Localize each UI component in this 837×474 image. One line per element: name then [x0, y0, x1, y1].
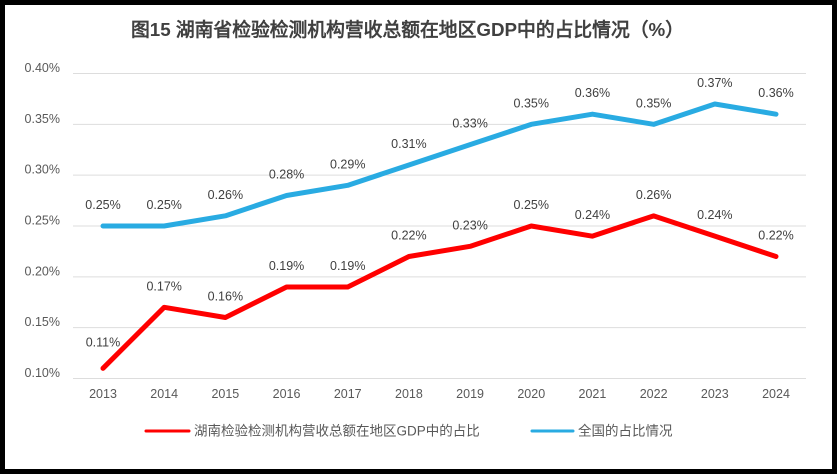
svg-text:0.22%: 0.22%: [391, 229, 426, 243]
svg-text:0.25%: 0.25%: [514, 198, 549, 212]
svg-text:0.25%: 0.25%: [25, 214, 60, 228]
svg-text:0.15%: 0.15%: [25, 315, 60, 329]
svg-text:2019: 2019: [456, 387, 484, 401]
svg-text:0.35%: 0.35%: [514, 96, 549, 110]
svg-text:2022: 2022: [640, 387, 668, 401]
svg-text:0.29%: 0.29%: [330, 157, 365, 171]
svg-text:0.20%: 0.20%: [25, 264, 60, 278]
svg-text:0.35%: 0.35%: [636, 96, 671, 110]
svg-text:0.24%: 0.24%: [697, 208, 732, 222]
svg-text:0.23%: 0.23%: [452, 218, 487, 232]
svg-text:2014: 2014: [150, 387, 178, 401]
svg-text:0.24%: 0.24%: [575, 208, 610, 222]
svg-text:0.25%: 0.25%: [146, 198, 181, 212]
svg-text:0.25%: 0.25%: [85, 198, 120, 212]
svg-text:全国的占比情况: 全国的占比情况: [578, 423, 673, 439]
svg-text:0.19%: 0.19%: [330, 259, 365, 273]
svg-text:0.17%: 0.17%: [146, 279, 181, 293]
svg-text:2024: 2024: [762, 387, 790, 401]
svg-text:0.36%: 0.36%: [575, 86, 610, 100]
svg-text:2013: 2013: [89, 387, 117, 401]
svg-text:0.26%: 0.26%: [208, 188, 243, 202]
svg-text:0.11%: 0.11%: [86, 335, 121, 349]
svg-text:0.37%: 0.37%: [697, 76, 732, 90]
svg-text:2017: 2017: [334, 387, 362, 401]
svg-text:0.40%: 0.40%: [25, 61, 60, 75]
svg-text:0.33%: 0.33%: [452, 117, 487, 131]
svg-text:0.36%: 0.36%: [758, 86, 793, 100]
svg-text:0.30%: 0.30%: [25, 163, 60, 177]
svg-text:0.10%: 0.10%: [25, 366, 60, 380]
svg-text:0.26%: 0.26%: [636, 188, 671, 202]
svg-text:2020: 2020: [517, 387, 545, 401]
svg-text:0.16%: 0.16%: [208, 290, 243, 304]
svg-text:2023: 2023: [701, 387, 729, 401]
svg-text:2021: 2021: [579, 387, 607, 401]
svg-text:2015: 2015: [211, 387, 239, 401]
svg-text:2018: 2018: [395, 387, 423, 401]
svg-text:2016: 2016: [273, 387, 301, 401]
svg-text:0.19%: 0.19%: [269, 259, 304, 273]
svg-text:0.22%: 0.22%: [758, 229, 793, 243]
svg-text:0.28%: 0.28%: [269, 168, 304, 182]
svg-text:0.35%: 0.35%: [25, 112, 60, 126]
svg-text:湖南检验检测机构营收总额在地区GDP中的占比: 湖南检验检测机构营收总额在地区GDP中的占比: [194, 424, 480, 439]
svg-text:0.31%: 0.31%: [391, 137, 426, 151]
